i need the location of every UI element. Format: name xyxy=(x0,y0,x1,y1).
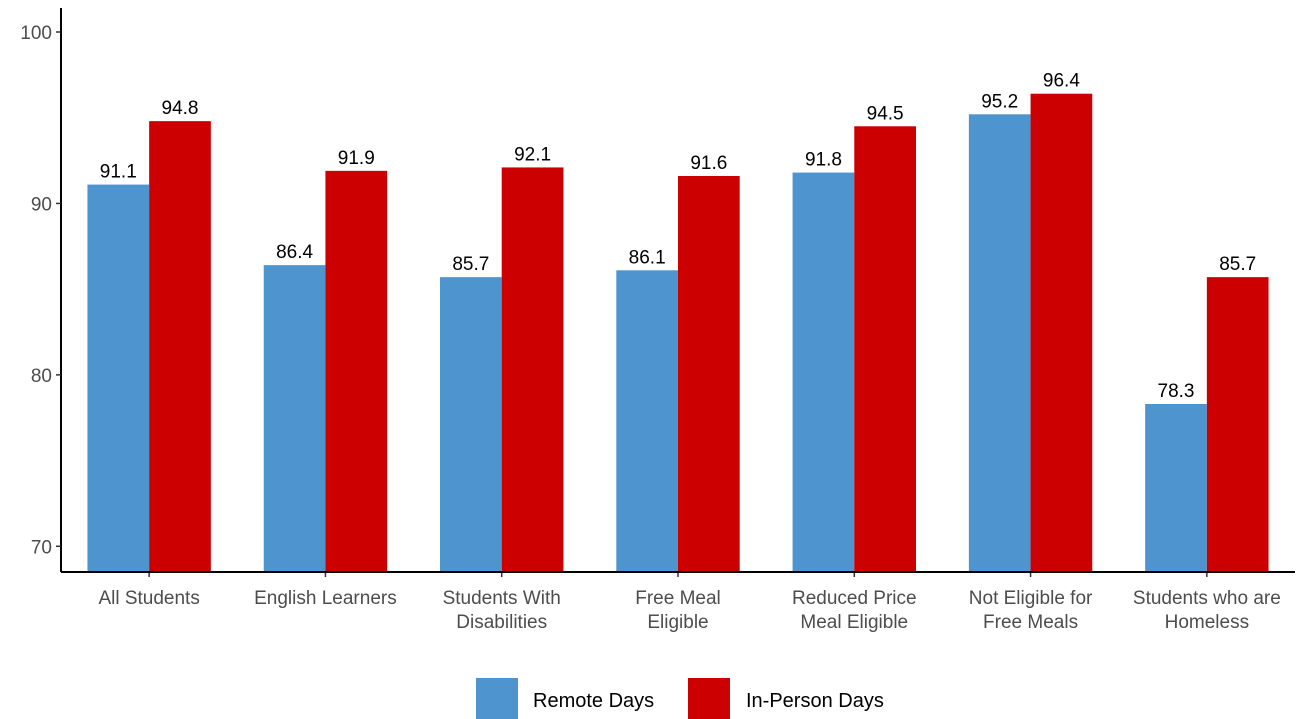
legend-label-remote: Remote Days xyxy=(533,690,654,712)
legend: Remote Days In-Person Days xyxy=(476,678,884,719)
data-label: 94.8 xyxy=(162,98,199,119)
y-tick-label: 100 xyxy=(20,23,52,44)
legend-swatch-in-person xyxy=(688,678,730,719)
data-label: 85.7 xyxy=(1219,254,1256,275)
bar-in-person-2 xyxy=(501,167,564,572)
y-tick-label: 70 xyxy=(31,537,52,558)
x-tick-label: Students With Disabilities xyxy=(443,588,561,633)
x-tick-label: Free Meal Eligible xyxy=(635,588,721,633)
bar-remote-4 xyxy=(792,172,855,573)
bar-in-person-6 xyxy=(1206,277,1269,572)
data-label: 91.1 xyxy=(100,162,137,183)
x-tick-label: English Learners xyxy=(254,588,397,609)
data-label: 91.6 xyxy=(690,153,727,174)
bar-remote-3 xyxy=(616,270,678,572)
data-label: 86.4 xyxy=(276,242,313,263)
bar-remote-0 xyxy=(87,184,150,573)
x-tick-label: All Students xyxy=(98,588,199,609)
data-label: 94.5 xyxy=(867,103,904,124)
data-label: 85.7 xyxy=(452,254,489,275)
data-labels-group: 91.1 94.8 86.4 91.9 85.7 92.1 86.1 91.6 91.8 94.5… xyxy=(100,71,1256,402)
x-tick-label: Students who are Homeless xyxy=(1133,588,1281,633)
data-label: 91.8 xyxy=(805,150,842,171)
bar-remote-2 xyxy=(440,277,502,572)
x-axis: All Students English Learners Students Wit… xyxy=(61,571,1295,633)
x-tick-label: Not Eligible for Free Meals xyxy=(969,588,1093,633)
bar-in-person-1 xyxy=(325,170,388,572)
legend-label-in-person: In-Person Days xyxy=(746,690,884,712)
bar-in-person-4 xyxy=(854,126,916,573)
bar-in-person-5 xyxy=(1030,93,1093,572)
bar-remote-5 xyxy=(968,114,1031,573)
y-tick-label: 80 xyxy=(31,366,52,387)
bar-remote-1 xyxy=(263,265,326,572)
y-tick-label: 90 xyxy=(31,194,52,215)
bar-in-person-0 xyxy=(149,121,211,573)
legend-swatch-remote xyxy=(476,678,518,719)
y-axis: 70 80 90 100 xyxy=(20,8,62,572)
data-label: 78.3 xyxy=(1158,381,1195,402)
data-label: 86.1 xyxy=(629,247,666,268)
data-label: 96.4 xyxy=(1043,71,1080,92)
bars-group xyxy=(87,93,1269,573)
data-label: 92.1 xyxy=(514,144,551,165)
data-label: 95.2 xyxy=(981,91,1018,112)
x-tick-label: Reduced Price Meal Eligible xyxy=(792,588,917,633)
data-label: 91.9 xyxy=(338,148,375,169)
bar-in-person-3 xyxy=(678,176,740,572)
bar-remote-6 xyxy=(1145,404,1207,572)
